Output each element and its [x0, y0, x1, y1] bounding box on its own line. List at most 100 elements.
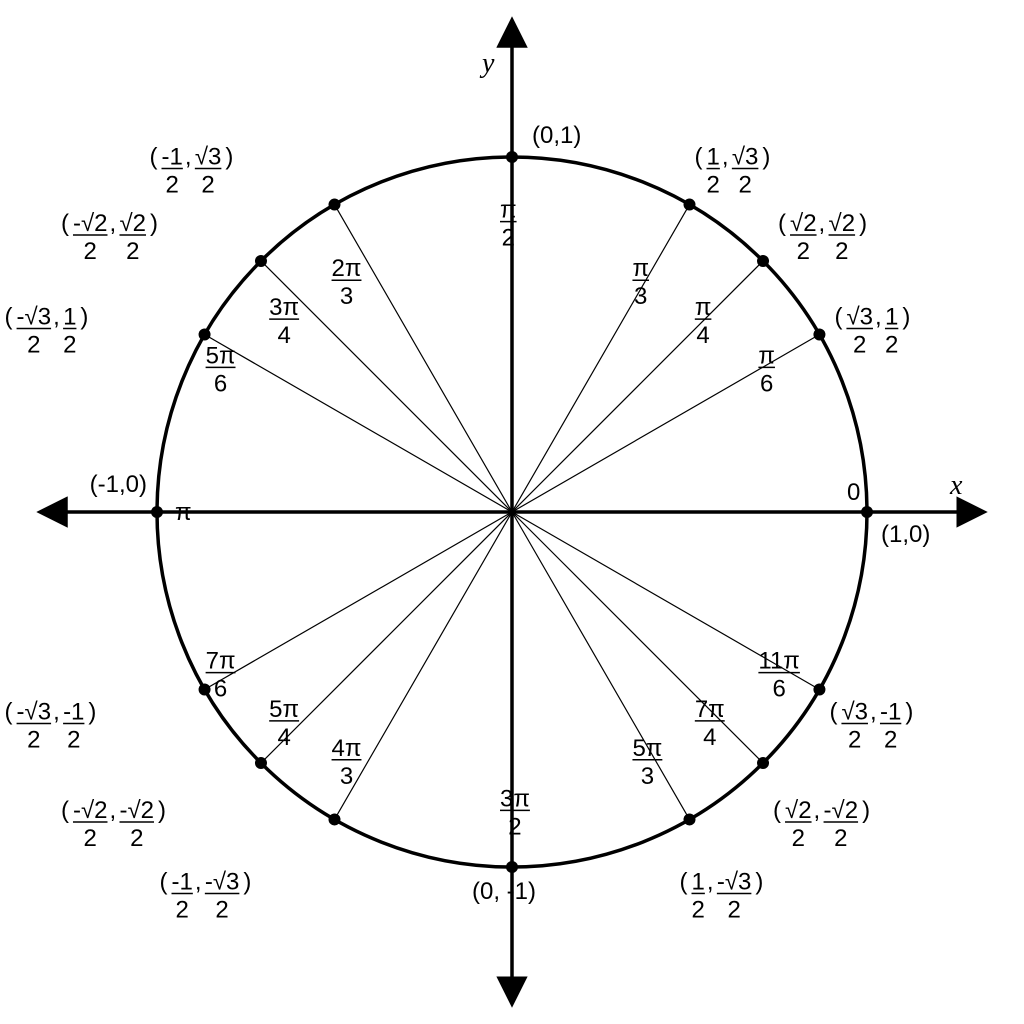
svg-text:√2: √2 [829, 210, 856, 237]
svg-text:): ) [88, 699, 96, 726]
point-300 [684, 813, 696, 825]
ray-300 [512, 512, 690, 819]
svg-text:): ) [905, 699, 913, 726]
point-270 [506, 861, 518, 873]
ray-240 [335, 512, 513, 819]
point-225 [255, 757, 267, 769]
coord-label-60: (12,√32) [695, 144, 771, 199]
coord-label-225: (-√22,-√22) [61, 797, 166, 852]
svg-text:-1: -1 [162, 144, 183, 171]
angle-label-60: π3 [632, 255, 649, 310]
angle-label-210: 7π6 [206, 648, 236, 703]
svg-text:(: ( [773, 797, 781, 824]
svg-text:2: 2 [27, 332, 40, 359]
svg-text:3: 3 [340, 763, 353, 790]
svg-text:2: 2 [165, 172, 178, 199]
svg-text:π: π [758, 342, 775, 369]
svg-text:): ) [902, 304, 910, 331]
angle-labels: π6π4π3π22π33π45π6π7π65π44π33π25π37π411π6 [175, 197, 800, 841]
svg-text:,: , [53, 699, 60, 726]
svg-text:2: 2 [727, 896, 740, 923]
y-axis-label: y [479, 48, 495, 79]
coord-label-0: (1,0) [881, 521, 930, 548]
svg-text:2: 2 [885, 332, 898, 359]
svg-text:-1: -1 [880, 699, 901, 726]
svg-text:1: 1 [885, 304, 898, 331]
svg-text:6: 6 [760, 370, 773, 397]
svg-text:2: 2 [130, 825, 143, 852]
svg-text:3π: 3π [269, 294, 299, 321]
coord-labels: (√32,12)(√22,√22)(12,√32)(-12,√32)(-√22,… [5, 122, 931, 923]
coord-label-90: (0,1) [532, 122, 581, 149]
angle-label-315: 7π4 [695, 696, 725, 751]
svg-text:): ) [755, 868, 763, 895]
svg-text:2: 2 [738, 172, 751, 199]
svg-text:(: ( [5, 304, 13, 331]
svg-text:2: 2 [84, 825, 97, 852]
svg-text:): ) [225, 144, 233, 171]
angle-label-270: 3π2 [500, 785, 530, 840]
coord-label-270: (0, -1) [472, 878, 536, 905]
svg-text:): ) [80, 304, 88, 331]
svg-text:3π: 3π [500, 785, 530, 812]
svg-text:6: 6 [772, 676, 785, 703]
point-150 [199, 329, 211, 341]
svg-text:,: , [707, 868, 714, 895]
point-330 [813, 684, 825, 696]
svg-text:π: π [500, 197, 517, 224]
svg-text:2: 2 [508, 813, 521, 840]
ray-120 [335, 205, 513, 512]
svg-text:1: 1 [63, 304, 76, 331]
svg-text:,: , [53, 304, 60, 331]
angle-label-225: 5π4 [269, 696, 299, 751]
coord-label-210: (-√32,-12) [5, 699, 97, 754]
svg-text:2: 2 [27, 727, 40, 754]
svg-text:-√3: -√3 [17, 304, 52, 331]
angle-label-150: 5π6 [206, 342, 236, 397]
coord-label-120: (-12,√32) [150, 144, 234, 199]
svg-text:√2: √2 [785, 797, 812, 824]
angle-label-45: π4 [695, 294, 712, 349]
svg-text:1: 1 [707, 144, 720, 171]
point-135 [255, 255, 267, 267]
svg-text:√3: √3 [841, 699, 868, 726]
point-45 [757, 255, 769, 267]
svg-text:(: ( [680, 868, 688, 895]
svg-text:√3: √3 [195, 144, 222, 171]
point-240 [329, 813, 341, 825]
ray-150 [205, 335, 512, 513]
coord-label-315: (√22,-√22) [773, 797, 870, 852]
svg-text:,: , [875, 304, 882, 331]
svg-text:2: 2 [884, 727, 897, 754]
svg-text:,: , [870, 699, 877, 726]
svg-text:2: 2 [797, 238, 810, 265]
svg-text:-√3: -√3 [717, 868, 752, 895]
svg-text:2: 2 [707, 172, 720, 199]
svg-text:(: ( [150, 144, 158, 171]
angle-label-90: π2 [500, 197, 517, 252]
svg-text:7π: 7π [695, 696, 725, 723]
point-30 [813, 329, 825, 341]
svg-text:3: 3 [340, 283, 353, 310]
angle-label-30: π6 [758, 342, 775, 397]
svg-text:): ) [158, 797, 166, 824]
svg-text:2: 2 [84, 238, 97, 265]
svg-text:-√3: -√3 [17, 699, 52, 726]
coord-label-240: (-12,-√32) [160, 868, 252, 923]
point-120 [329, 199, 341, 211]
svg-text:(: ( [160, 868, 168, 895]
svg-text:4: 4 [277, 724, 290, 751]
svg-text:3: 3 [641, 763, 654, 790]
svg-text:6: 6 [214, 676, 227, 703]
svg-text:2: 2 [175, 896, 188, 923]
svg-text:π: π [175, 499, 192, 526]
coord-label-300: (12,-√32) [680, 868, 764, 923]
svg-text:,: , [195, 868, 202, 895]
svg-text:2: 2 [692, 896, 705, 923]
angle-label-300: 5π3 [632, 735, 662, 790]
point-0 [861, 506, 873, 518]
svg-text:-√3: -√3 [205, 868, 240, 895]
svg-text:): ) [150, 210, 158, 237]
svg-text:,: , [185, 144, 192, 171]
svg-text:,: , [722, 144, 729, 171]
